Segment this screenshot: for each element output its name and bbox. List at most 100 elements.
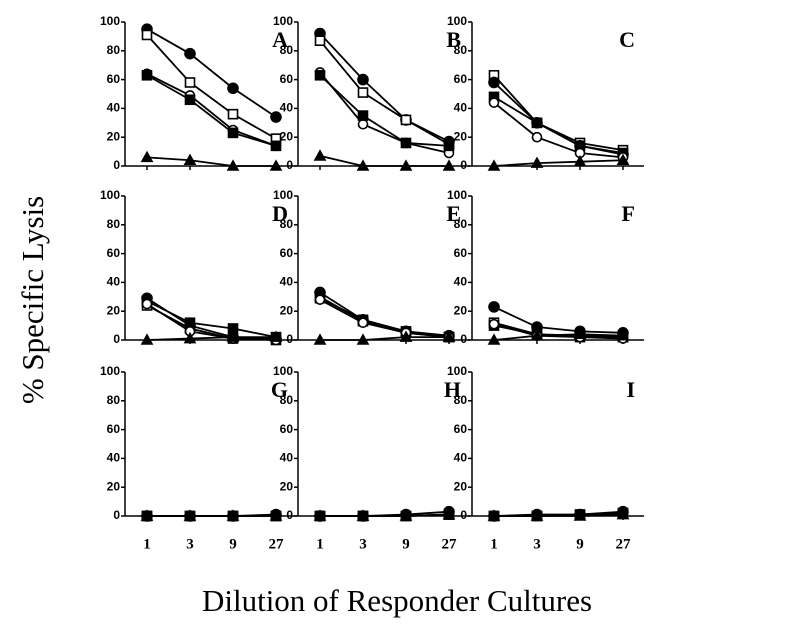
marker (270, 111, 282, 123)
marker (356, 333, 370, 345)
marker (269, 509, 283, 521)
marker (400, 137, 412, 149)
y-tick-label: 0 (113, 508, 120, 522)
series-line (146, 156, 276, 167)
y-tick-label: 100 (100, 14, 120, 28)
y-tick-label: 20 (280, 479, 294, 493)
y-tick-label: 0 (460, 158, 467, 172)
marker (488, 76, 500, 89)
series-line (493, 323, 624, 340)
series-line (493, 74, 624, 152)
marker (314, 294, 326, 305)
marker (531, 131, 543, 143)
marker (487, 159, 501, 171)
series-line (146, 73, 277, 147)
panel-title: B (446, 27, 461, 52)
y-tick-label: 20 (454, 303, 468, 317)
y-tick-label: 20 (107, 129, 121, 143)
marker (141, 29, 153, 41)
y-tick-label: 40 (454, 101, 468, 115)
marker (530, 509, 544, 521)
x-tick-label: 3 (359, 536, 367, 552)
y-tick-label: 20 (280, 129, 294, 143)
x-tick-label: 9 (402, 536, 410, 552)
marker (184, 94, 196, 106)
y-tick-label: 100 (447, 364, 467, 378)
y-tick-label: 60 (107, 246, 121, 260)
y-tick-label: 40 (454, 451, 468, 465)
x-tick-label: 1 (143, 536, 151, 552)
y-tick-label: 40 (454, 275, 468, 289)
marker (269, 330, 283, 342)
marker (399, 509, 413, 521)
marker (357, 73, 369, 86)
y-tick-label: 80 (454, 43, 468, 57)
marker (616, 507, 630, 520)
series-line (493, 101, 624, 159)
series-line (146, 34, 277, 140)
y-tick-label: 100 (100, 188, 120, 202)
marker (314, 69, 326, 81)
series-line (319, 74, 450, 147)
series-line (320, 336, 449, 341)
y-tick-label: 0 (113, 332, 120, 346)
marker (488, 318, 500, 330)
y-tick-label: 40 (280, 275, 294, 289)
marker (184, 77, 196, 88)
x-tick-label: 9 (576, 536, 584, 552)
y-tick-label: 80 (107, 393, 121, 407)
series-line (319, 155, 449, 167)
y-tick-label: 0 (460, 332, 467, 346)
y-tick-label: 20 (107, 303, 121, 317)
y-tick-label: 40 (280, 101, 294, 115)
series-line (146, 74, 277, 147)
y-tick-label: 60 (107, 422, 121, 436)
y-tick-label: 0 (286, 158, 293, 172)
x-tick-label: 9 (229, 536, 237, 552)
y-tick-label: 60 (454, 422, 468, 436)
marker (357, 317, 369, 329)
y-tick-label: 60 (280, 422, 294, 436)
y-axis-label: % Specific Lysis (15, 196, 50, 404)
y-tick-label: 100 (447, 188, 467, 202)
series-line (493, 306, 624, 334)
x-tick-label: 3 (533, 536, 541, 552)
y-tick-label: 0 (113, 158, 120, 172)
marker (356, 159, 370, 171)
marker (183, 509, 197, 521)
marker (488, 97, 500, 108)
marker (313, 509, 327, 521)
marker (442, 159, 456, 171)
marker (573, 509, 587, 521)
marker (184, 47, 196, 60)
panel-title: E (446, 201, 461, 226)
marker (488, 301, 500, 313)
marker (270, 140, 282, 152)
series-line (146, 300, 277, 339)
panel-title: G (271, 377, 288, 402)
marker (357, 87, 369, 98)
marker (573, 155, 587, 167)
series-line (146, 28, 277, 118)
marker (573, 327, 587, 340)
marker (269, 159, 283, 171)
panel-title: I (626, 377, 635, 402)
y-tick-label: 100 (273, 14, 293, 28)
y-tick-label: 0 (286, 332, 293, 346)
y-tick-label: 0 (460, 508, 467, 522)
y-tick-label: 40 (107, 451, 121, 465)
marker (140, 509, 154, 521)
x-tick-label: 1 (316, 536, 324, 552)
marker (356, 509, 370, 521)
y-tick-label: 100 (447, 14, 467, 28)
panel-title: H (444, 377, 461, 402)
series-line (146, 336, 276, 341)
marker (184, 317, 196, 329)
marker (616, 329, 630, 341)
y-tick-label: 60 (280, 246, 294, 260)
y-tick-label: 80 (280, 393, 294, 407)
x-tick-label: 3 (186, 536, 194, 552)
marker (442, 330, 456, 342)
x-tick-label: 27 (442, 536, 458, 552)
y-tick-label: 80 (280, 217, 294, 231)
